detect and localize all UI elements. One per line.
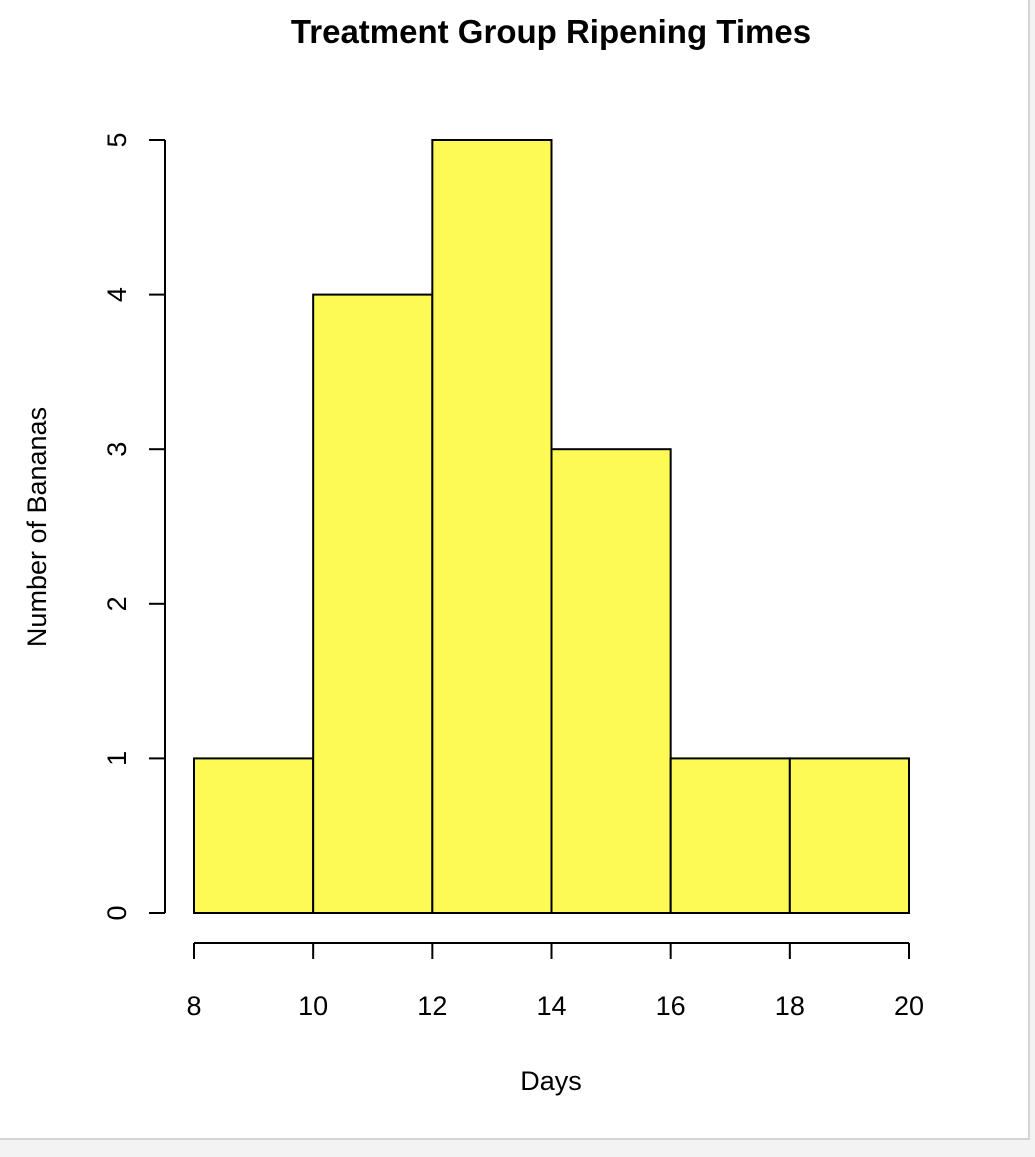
x-tick-label: 12 xyxy=(417,991,447,1021)
x-tick-label: 10 xyxy=(298,991,328,1021)
x-tick-label: 18 xyxy=(775,991,805,1021)
y-tick-label: 4 xyxy=(102,287,132,302)
chart-title: Treatment Group Ripening Times xyxy=(291,13,811,50)
y-tick-label: 5 xyxy=(102,132,132,147)
histogram-bar xyxy=(788,757,910,915)
x-tick-label: 14 xyxy=(536,991,566,1021)
x-axis-label: Days xyxy=(520,1066,582,1096)
y-axis-label: Number of Bananas xyxy=(22,407,52,647)
x-tick-label: 8 xyxy=(186,991,201,1021)
y-tick-label: 1 xyxy=(102,751,132,766)
x-tick-label: 20 xyxy=(894,991,924,1021)
x-axis: 8 10 12 14 16 18 20 xyxy=(186,942,924,1021)
histogram-bar xyxy=(431,139,553,914)
histogram-bar xyxy=(669,757,791,915)
y-tick-label: 3 xyxy=(102,442,132,457)
x-tick-label: 16 xyxy=(656,991,686,1021)
y-tick-label: 0 xyxy=(102,905,132,920)
bars-group xyxy=(193,139,910,915)
histogram-bar xyxy=(193,757,315,915)
y-axis: 0 1 2 3 4 5 xyxy=(102,132,166,921)
histogram-bar xyxy=(550,448,672,914)
histogram-bar xyxy=(312,293,434,915)
y-tick-label: 2 xyxy=(102,596,132,611)
